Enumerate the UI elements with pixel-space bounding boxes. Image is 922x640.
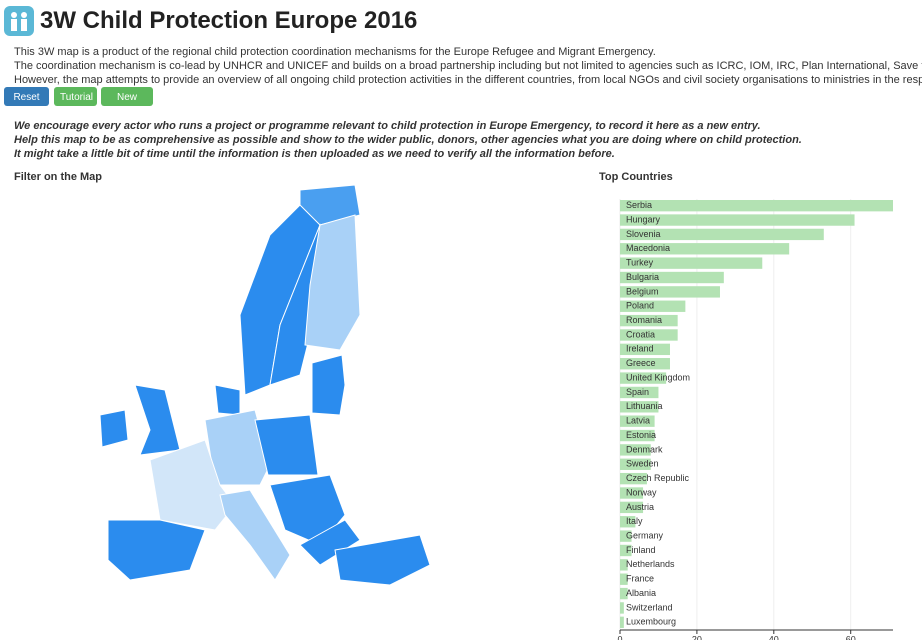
bar-label: Belgium <box>626 286 659 296</box>
x-tick-label: 60 <box>846 634 856 640</box>
bar-label: Poland <box>626 301 654 311</box>
bar <box>620 415 655 427</box>
country <box>9 259 31 286</box>
bar-label: Romania <box>626 315 662 325</box>
bar-label: Spain <box>626 387 649 397</box>
bar <box>620 228 824 241</box>
bar <box>620 602 624 614</box>
reset-button[interactable]: Reset All <box>4 87 49 122</box>
bar-label: Albania <box>626 588 656 598</box>
bar-chart: 0 20 40 60 Serbia Hungary Slovenia Macedonia Tur… <box>617 199 893 640</box>
intro-text: However, the map attempts to provide an … <box>14 74 922 86</box>
bar-label: Turkey <box>626 258 654 268</box>
country[interactable] <box>299 519 361 566</box>
bar <box>620 200 893 212</box>
bar <box>620 587 628 600</box>
country[interactable] <box>219 489 291 581</box>
note-text: It might take a little bit of time until… <box>14 148 615 160</box>
bar-label: France <box>626 574 654 584</box>
bar-label: Ireland <box>626 344 654 354</box>
bar-label: Estonia <box>626 430 656 440</box>
bar-label: Slovenia <box>626 229 661 239</box>
country[interactable] <box>214 384 241 416</box>
new-entry-button[interactable]: New Entry <box>101 87 153 122</box>
bar <box>620 544 632 557</box>
bar-label: Macedonia <box>626 243 670 253</box>
bar <box>620 559 628 571</box>
bar <box>620 343 670 356</box>
bar <box>620 243 790 255</box>
chart-title: Top Countries <box>599 171 673 183</box>
header: 3W Child Protection Europe 2016 <box>4 6 417 36</box>
country[interactable] <box>334 534 431 586</box>
bar-label: Finland <box>626 545 656 555</box>
bar <box>620 257 763 269</box>
bar <box>620 358 670 370</box>
bar-label: Switzerland <box>626 602 673 612</box>
bar-label: Denmark <box>626 444 663 454</box>
country[interactable] <box>304 214 361 351</box>
x-tick-label: 0 <box>617 634 622 640</box>
intro-text: This 3W map is a product of the regional… <box>14 46 656 58</box>
bar-label: Germany <box>626 530 664 540</box>
bar <box>620 444 651 456</box>
country[interactable] <box>107 519 206 581</box>
bar <box>620 329 678 341</box>
bar-label: Serbia <box>626 200 652 210</box>
country[interactable] <box>99 409 129 448</box>
bar-label: Austria <box>626 502 654 512</box>
bar-label: Czech Republic <box>626 473 690 483</box>
bar <box>620 214 855 226</box>
bar <box>620 386 659 399</box>
page-title: 3W Child Protection Europe 2016 <box>40 7 418 34</box>
bar <box>620 429 655 442</box>
note-text: We encourage every actor who runs a proj… <box>14 120 761 132</box>
bar-label: Netherlands <box>626 559 675 569</box>
x-tick-label: 40 <box>769 634 779 640</box>
bar <box>620 372 667 384</box>
bar <box>620 501 644 514</box>
bar-label: Lithuania <box>626 401 663 411</box>
bar-label: Italy <box>626 516 643 526</box>
bar <box>620 516 636 528</box>
bar-label: Luxembourg <box>626 617 676 627</box>
country[interactable] <box>254 414 319 476</box>
bar <box>620 472 647 485</box>
note-text: Help this map to be as comprehensive as … <box>14 134 802 146</box>
x-tick-label: 20 <box>692 634 702 640</box>
bar-label: Greece <box>626 358 656 368</box>
bar-label: Bulgaria <box>626 272 659 282</box>
bar-label: United Kingdom <box>626 372 690 382</box>
bar <box>620 314 678 327</box>
map-title: Filter on the Map <box>14 171 102 183</box>
bar <box>620 487 644 499</box>
country[interactable] <box>311 354 346 416</box>
bar-label: Latvia <box>626 416 650 426</box>
bar-label: Norway <box>626 487 657 497</box>
bar-label: Croatia <box>626 329 655 339</box>
logo <box>4 6 34 36</box>
bar <box>620 530 632 542</box>
bar <box>620 401 659 413</box>
country[interactable] <box>134 384 181 456</box>
bar <box>620 458 651 470</box>
bar <box>620 286 720 298</box>
map <box>9 185 431 586</box>
bar <box>620 271 724 284</box>
bar <box>620 616 624 628</box>
tutorial-button[interactable]: Tutorial <box>54 87 97 106</box>
intro-text: The coordination mechanism is co-lead by… <box>14 60 922 72</box>
bar-label: Sweden <box>626 459 659 469</box>
bar <box>620 573 628 585</box>
bar-label: Hungary <box>626 214 661 224</box>
bar <box>620 300 686 312</box>
